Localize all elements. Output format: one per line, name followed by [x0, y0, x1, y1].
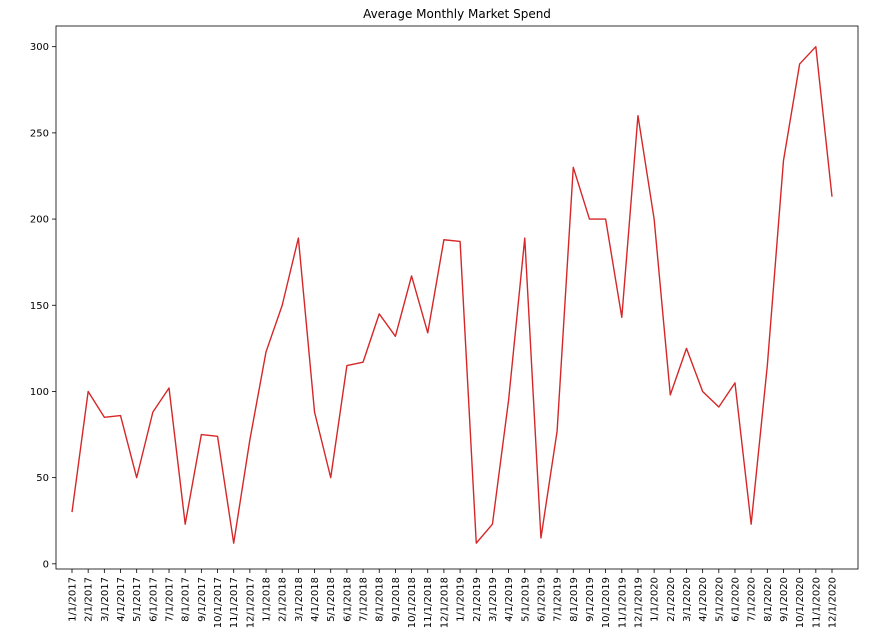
- x-tick-label: 2/1/2019: [472, 577, 483, 622]
- x-tick-label: 3/1/2019: [488, 577, 499, 622]
- y-tick-label: 200: [30, 215, 49, 226]
- x-tick-label: 9/1/2017: [197, 577, 208, 622]
- x-tick-label: 2/1/2017: [84, 577, 95, 622]
- x-tick-label: 2/1/2018: [278, 577, 289, 622]
- x-tick-label: 5/1/2020: [714, 577, 725, 622]
- x-tick-label: 12/1/2017: [245, 577, 256, 628]
- x-tick-label: 12/1/2020: [828, 577, 839, 628]
- x-tick-label: 12/1/2019: [633, 577, 644, 628]
- x-tick-label: 1/1/2018: [262, 577, 273, 622]
- series-group: [71, 45, 833, 544]
- x-tick-label: 11/1/2018: [423, 577, 434, 628]
- x-tick-label: 10/1/2020: [795, 577, 806, 628]
- x-tick-label: 6/1/2018: [342, 577, 353, 622]
- x-tick-label: 9/1/2020: [779, 577, 790, 622]
- x-tick-label: 10/1/2019: [601, 577, 612, 628]
- x-tick-label: 4/1/2020: [698, 577, 709, 622]
- chart-title: Average Monthly Market Spend: [363, 7, 551, 21]
- x-tick-label: 3/1/2018: [294, 577, 305, 622]
- x-tick-label: 7/1/2019: [553, 577, 564, 622]
- x-tick-label: 11/1/2017: [229, 577, 240, 628]
- x-tick-label: 5/1/2019: [520, 577, 531, 622]
- x-tick-label: 11/1/2019: [617, 577, 628, 628]
- x-tick-label: 5/1/2018: [326, 577, 337, 622]
- plot-area-frame: [55, 25, 859, 570]
- y-tick-label: 300: [30, 42, 49, 53]
- x-tick-label: 10/1/2017: [213, 577, 224, 628]
- x-tick-label: 2/1/2020: [666, 577, 677, 622]
- y-tick-label: 100: [30, 387, 49, 398]
- x-tick-label: 11/1/2020: [811, 577, 822, 628]
- x-tick-label: 7/1/2017: [165, 577, 176, 622]
- x-tick-label: 5/1/2017: [132, 577, 143, 622]
- x-tick-label: 7/1/2018: [359, 577, 370, 622]
- x-tick-label: 1/1/2017: [68, 577, 79, 622]
- y-tick-label: 50: [36, 473, 49, 484]
- x-tick-label: 8/1/2019: [569, 577, 580, 622]
- x-tick-label: 4/1/2018: [310, 577, 321, 622]
- x-tick-label: 1/1/2020: [650, 577, 661, 622]
- x-tick-label: 6/1/2017: [148, 577, 159, 622]
- x-tick-label: 4/1/2019: [504, 577, 515, 622]
- x-tick-label: 3/1/2017: [100, 577, 111, 622]
- x-tick-label: 4/1/2017: [116, 577, 127, 622]
- x-axis: 1/1/2017 2/1/2017 3/1/2017 4/1/2017 5/1/2017…: [68, 569, 839, 628]
- x-tick-label: 8/1/2018: [375, 577, 386, 622]
- x-tick-label: 6/1/2020: [730, 577, 741, 622]
- y-axis: 0 50 100 150 200 250 300: [30, 42, 56, 570]
- x-tick-label: 8/1/2020: [763, 577, 774, 622]
- x-tick-label: 10/1/2018: [407, 577, 418, 628]
- y-tick-label: 0: [43, 559, 49, 570]
- x-tick-label: 7/1/2020: [747, 577, 758, 622]
- x-tick-label: 9/1/2018: [391, 577, 402, 622]
- x-tick-label: 1/1/2019: [456, 577, 467, 622]
- x-tick-label: 8/1/2017: [181, 577, 192, 622]
- series-line: [71, 45, 833, 544]
- x-tick-label: 9/1/2019: [585, 577, 596, 622]
- x-tick-label: 3/1/2020: [682, 577, 693, 622]
- x-tick-label: 6/1/2019: [536, 577, 547, 622]
- x-tick-label: 12/1/2018: [439, 577, 450, 628]
- y-tick-label: 150: [30, 301, 49, 312]
- y-tick-label: 250: [30, 128, 49, 139]
